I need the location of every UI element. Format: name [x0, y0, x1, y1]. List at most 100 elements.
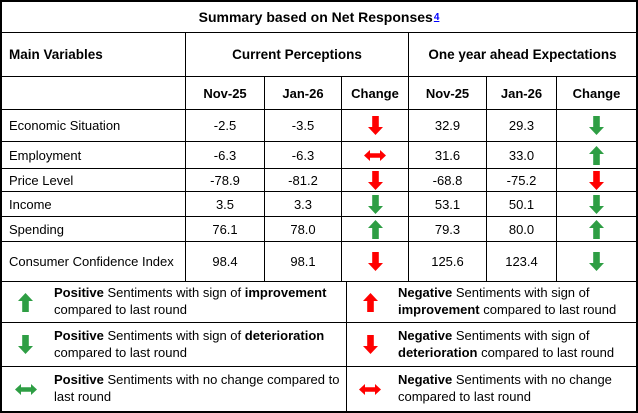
legend-text-part: Sentiments with sign of [103, 285, 245, 301]
title-text: Summary based on Net Responses [198, 9, 433, 25]
arrow-up-icon [18, 292, 33, 312]
legend-text-part: improvement [244, 285, 327, 301]
value-cell: 125.6 [409, 242, 487, 282]
arrow-left-right-icon [14, 383, 37, 395]
value-cell: -6.3 [265, 142, 342, 169]
legend-text-part: compared to last round [479, 302, 617, 317]
header-main-variables: Main Variables [2, 33, 186, 77]
change-cell [342, 169, 409, 192]
row-label: Consumer Confidence Index [2, 242, 186, 282]
legend-text-part: Sentiments with no change compared to la… [398, 372, 612, 404]
arrow-up-icon [589, 145, 604, 165]
row-label: Income [2, 192, 186, 217]
change-cell [557, 169, 636, 192]
footnote-link[interactable]: 4 [433, 11, 440, 23]
legend-text-part: compared to last round [54, 302, 187, 317]
arrow-down-icon [589, 170, 604, 190]
subheader-nov-25: Nov-25 [186, 77, 265, 110]
row-label: Economic Situation [2, 110, 186, 142]
arrow-down-icon [362, 335, 378, 354]
value-cell: 3.3 [265, 192, 342, 217]
legend-text-part: improvement [398, 302, 480, 317]
legend-text-part: deterioration [244, 327, 325, 343]
legend-text: Positive Sentiments with sign of improve… [49, 282, 347, 323]
value-cell: -2.5 [186, 110, 265, 142]
legend-arrow-cell [347, 282, 393, 323]
subheader-nov-25: Nov-25 [409, 77, 487, 110]
legend-text-part: Sentiments with no change compared to la… [54, 372, 340, 404]
value-cell: 78.0 [265, 217, 342, 242]
value-cell: 32.9 [409, 110, 487, 142]
arrow-down-icon [589, 252, 604, 271]
row-label: Employment [2, 142, 186, 169]
subheader-change: Change [342, 77, 409, 110]
arrow-down-icon [367, 252, 383, 271]
change-cell [557, 242, 636, 282]
arrow-down-icon [589, 116, 604, 135]
legend-text-part: Positive [54, 327, 104, 343]
value-cell: -3.5 [265, 110, 342, 142]
arrow-down-icon [367, 170, 383, 190]
change-cell [342, 242, 409, 282]
value-cell: 53.1 [409, 192, 487, 217]
value-cell: 76.1 [186, 217, 265, 242]
arrow-down-icon [367, 194, 383, 214]
header-one-year-ahead-expectations: One year ahead Expectations [409, 33, 636, 77]
legend-arrow-cell [347, 367, 393, 411]
legend-text-content: Negative Sentiments with no change compa… [398, 372, 632, 406]
arrow-up-icon [589, 219, 604, 239]
arrow-left-right-icon [359, 383, 381, 395]
legend-text-part: Negative [398, 327, 453, 343]
arrow-down-icon [589, 194, 604, 214]
legend-text: Positive Sentiments with sign of deterio… [49, 323, 347, 367]
legend-text-part: Negative [398, 372, 453, 388]
change-cell [342, 142, 409, 169]
arrow-left-right-icon [364, 149, 386, 161]
data-table: Main Variables Current Perceptions One y… [2, 33, 636, 282]
table-title: Summary based on Net Responses 4 [2, 2, 636, 33]
change-cell [557, 217, 636, 242]
subheader-change: Change [557, 77, 636, 110]
value-cell: 79.3 [409, 217, 487, 242]
legend-text-part: Positive [54, 285, 104, 301]
change-cell [557, 192, 636, 217]
header-current-perceptions: Current Perceptions [186, 33, 409, 77]
value-cell: 31.6 [409, 142, 487, 169]
change-cell [557, 110, 636, 142]
legend-text-content: Positive Sentiments with no change compa… [54, 372, 342, 406]
row-label: Price Level [2, 169, 186, 192]
legend-text-part: deterioration [398, 344, 478, 360]
legend-text-part: compared to last round [54, 344, 187, 360]
subheader-empty-cell [2, 77, 186, 110]
change-cell [342, 217, 409, 242]
legend-text-content: Positive Sentiments with sign of improve… [54, 285, 342, 319]
row-label: Spending [2, 217, 186, 242]
value-cell: 123.4 [487, 242, 557, 282]
legend-text-part: Negative [398, 285, 453, 301]
value-cell: 3.5 [186, 192, 265, 217]
legend-text-part: Sentiments with sign of [452, 327, 590, 343]
legend-text: Negative Sentiments with sign of deterio… [393, 323, 636, 367]
value-cell: -68.8 [409, 169, 487, 192]
value-cell: 33.0 [487, 142, 557, 169]
arrow-down-icon [18, 335, 33, 354]
legend-arrow-cell [2, 282, 49, 323]
legend-arrow-cell [347, 323, 393, 367]
legend-text-part: Sentiments with sign of [452, 285, 590, 301]
legend-text-part: Positive [54, 372, 104, 388]
value-cell: -81.2 [265, 169, 342, 192]
change-cell [342, 192, 409, 217]
value-cell: 98.4 [186, 242, 265, 282]
value-cell: 80.0 [487, 217, 557, 242]
legend-arrow-cell [2, 367, 49, 411]
legend-text-content: Negative Sentiments with sign of improve… [398, 285, 632, 319]
legend-text-part: Sentiments with sign of [103, 327, 245, 343]
legend-text: Positive Sentiments with no change compa… [49, 367, 347, 411]
arrow-up-icon [367, 219, 383, 239]
value-cell: -6.3 [186, 142, 265, 169]
legend: Positive Sentiments with sign of improve… [2, 282, 636, 411]
legend-text-content: Negative Sentiments with sign of deterio… [398, 328, 632, 362]
legend-text-content: Positive Sentiments with sign of deterio… [54, 328, 342, 362]
subheader-jan-26: Jan-26 [487, 77, 557, 110]
